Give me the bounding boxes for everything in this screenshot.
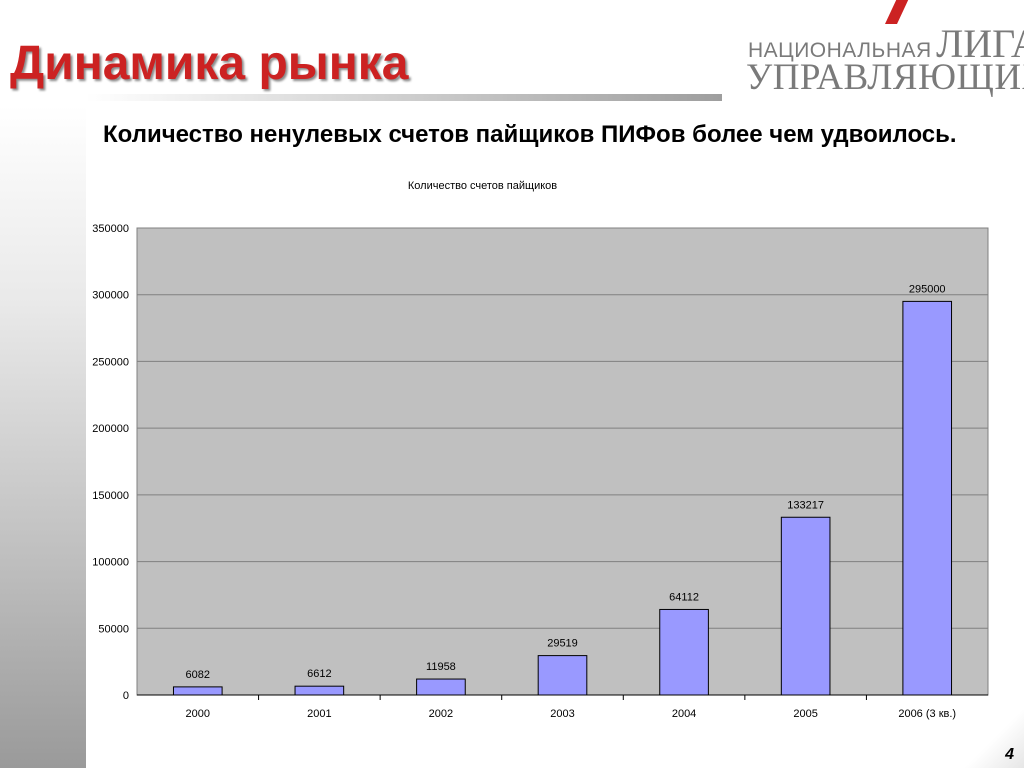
- x-tick-label: 2002: [429, 708, 453, 720]
- x-tick-label: 2001: [307, 708, 331, 720]
- title-underline: [86, 94, 722, 101]
- data-label: 6612: [307, 668, 331, 680]
- slide-number: 4: [1005, 746, 1014, 763]
- bar: [902, 300, 953, 696]
- x-tick-label: 2006 (3 кв.): [898, 708, 956, 720]
- bar: [659, 608, 709, 696]
- chart-title: Количество счетов пайщиков: [408, 180, 557, 192]
- y-tick-label: 0: [123, 690, 129, 702]
- bar-chart: Количество счетов пайщиков 0 50000 100000 15…: [92, 180, 989, 720]
- slide-subtitle: Количество ненулевых счетов пайщиков ПИФ…: [103, 121, 957, 148]
- logo-natsionalnaya-liga: НАЦИОНАЛЬНАЯ ЛИГА УПРАВЛЯЮЩИХ: [744, 0, 1024, 100]
- logo-line-1: НАЦИОНАЛЬНАЯ ЛИГА: [748, 20, 1024, 67]
- bar: [780, 516, 831, 696]
- y-tick-label: 250000: [92, 356, 129, 368]
- left-gradient-strip: [0, 105, 86, 768]
- y-tick-label: 50000: [98, 623, 129, 635]
- logo-word-natsionalnaya: НАЦИОНАЛЬНАЯ: [748, 39, 932, 62]
- data-label: 11958: [426, 661, 456, 673]
- x-tick-label: 2005: [793, 708, 817, 720]
- y-tick-label: 350000: [92, 223, 129, 235]
- corner-shade: [964, 708, 1024, 768]
- bar: [416, 678, 466, 696]
- data-label: 29519: [547, 638, 578, 650]
- bar: [294, 685, 345, 696]
- plot-area: [136, 227, 989, 696]
- bar: [537, 655, 588, 696]
- y-tick-label: 150000: [92, 490, 129, 502]
- data-label: 6082: [186, 669, 210, 681]
- bar: [172, 686, 223, 696]
- y-tick-label: 100000: [92, 557, 129, 569]
- logo-word-liga: ЛИГА: [936, 21, 1024, 66]
- y-tick-label: 300000: [92, 290, 129, 302]
- y-tick-label: 200000: [92, 423, 129, 435]
- slide-title: Динамика рынка: [10, 37, 409, 90]
- data-label: 64112: [669, 591, 699, 603]
- data-label: 295000: [909, 283, 946, 295]
- x-tick-label: 2003: [550, 708, 574, 720]
- data-label: 133217: [787, 499, 824, 511]
- x-tick-label: 2004: [672, 708, 696, 720]
- logo-word-upravlyayushchikh: УПРАВЛЯЮЩИХ: [746, 57, 1024, 98]
- x-tick-label: 2000: [186, 708, 210, 720]
